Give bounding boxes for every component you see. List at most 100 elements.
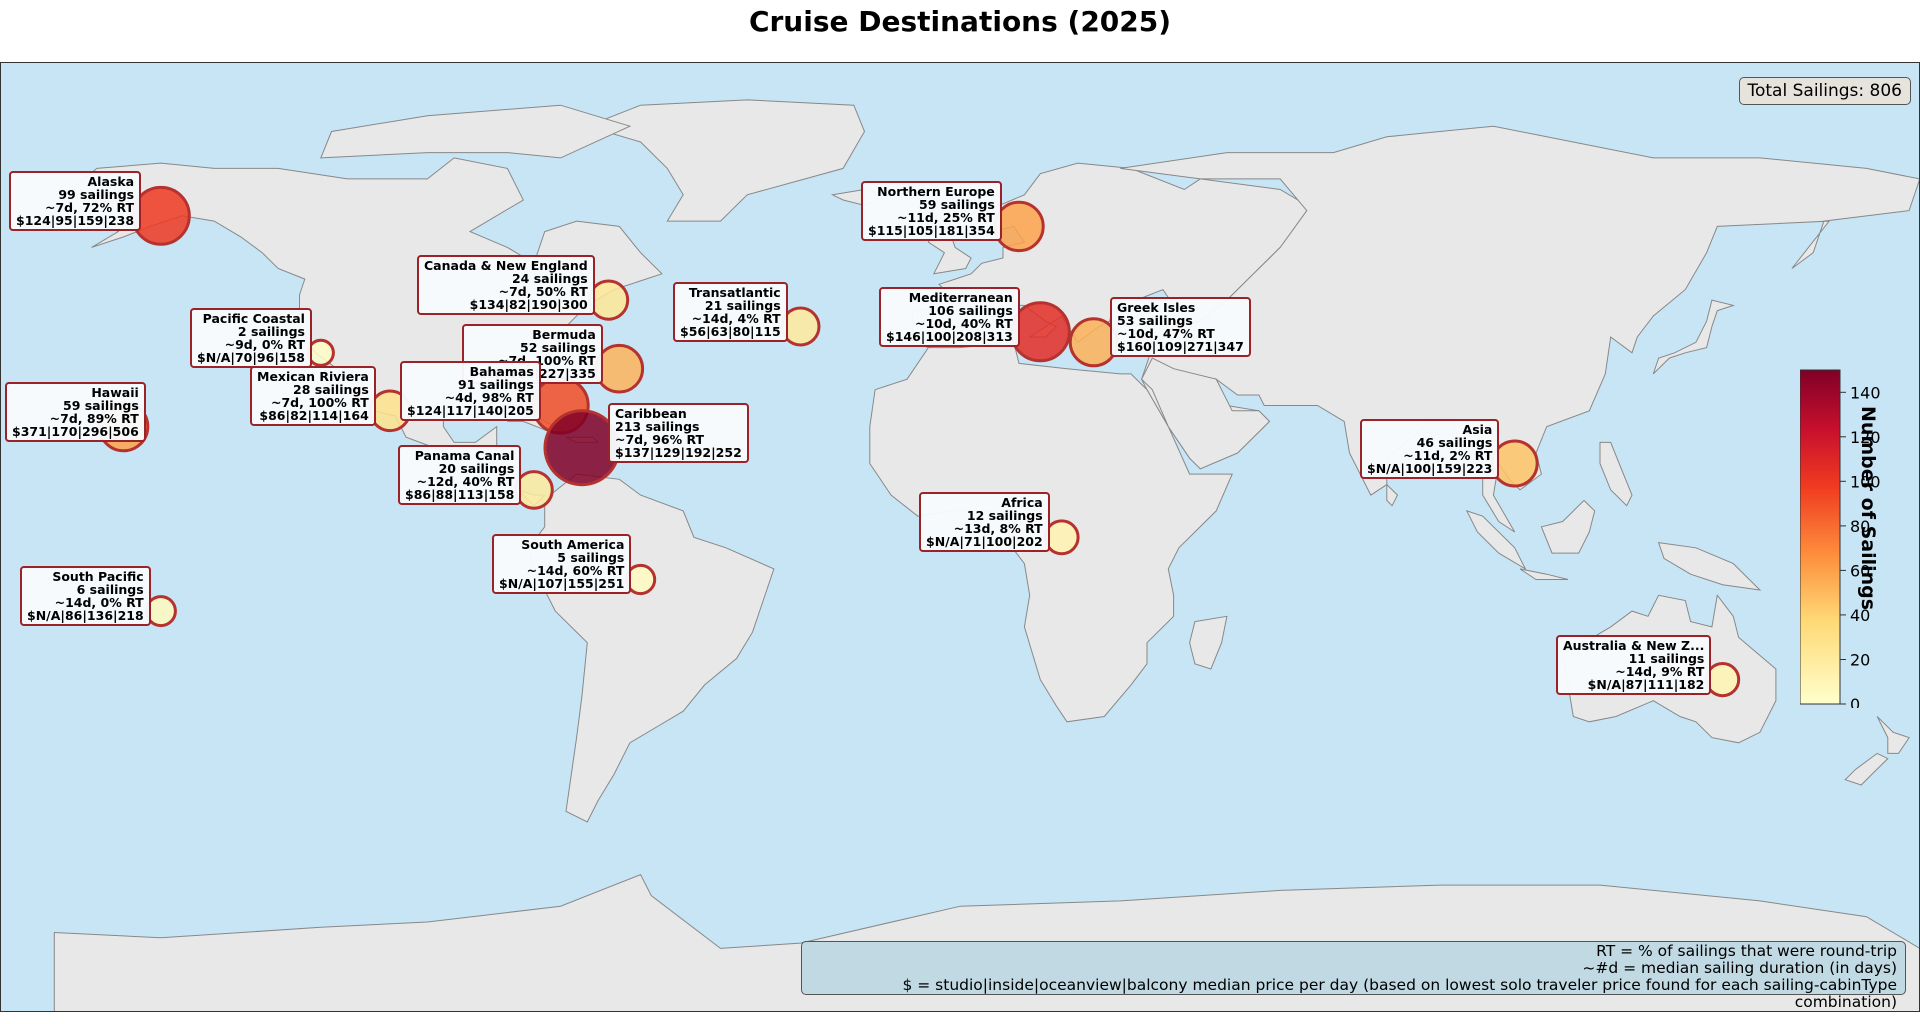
label-stats: ~7d, 96% RT xyxy=(615,432,705,447)
world-map: Alaska 99 sailings ~7d, 72% RT $124|95|159|… xyxy=(0,62,1920,1012)
colorbar-tick-label-40: 40 xyxy=(1850,606,1870,625)
label-prices: $115|105|181|354 xyxy=(868,223,995,238)
map-title: Cruise Destinations (2025) xyxy=(748,5,1172,38)
colorbar-tick-label-120: 120 xyxy=(1850,428,1880,447)
label-canada-new-england: Canada & New England 24 sailings ~7d, 50% … xyxy=(417,255,595,315)
label-northern-europe: Northern Europe 59 sailings ~11d, 25% RT $1… xyxy=(861,181,1002,241)
colorbar: 0 20 40 60 80 100 120 140 xyxy=(1800,369,1880,708)
label-name: Bermuda xyxy=(532,327,596,342)
label-name: Mediterranean xyxy=(908,290,1013,305)
label-prices: $86|88|113|158 xyxy=(405,487,515,502)
colorbar-tick-label-80: 80 xyxy=(1850,517,1870,536)
marker-bermuda[interactable] xyxy=(594,343,645,394)
legend-line-duration: ~#d = median sailing duration (in days) xyxy=(1582,959,1897,977)
label-prices: $124|117|140|205 xyxy=(407,403,534,418)
landmass-borneo xyxy=(1540,499,1596,554)
label-stats: ~14d, 4% RT xyxy=(691,311,781,326)
label-stats: ~14d, 9% RT xyxy=(1615,664,1705,679)
marker-alaska[interactable] xyxy=(131,185,191,246)
label-greek-isles: Greek Isles 53 sailings ~10d, 47% RT $160|1… xyxy=(1110,297,1251,357)
landmass-new-guinea xyxy=(1657,541,1762,591)
colorbar-ticks: 0 20 40 60 80 100 120 140 xyxy=(1840,383,1880,708)
label-stats: ~10d, 47% RT xyxy=(1117,326,1215,341)
label-prices: $N/A|107|155|251 xyxy=(499,576,625,591)
label-stats: ~7d, 50% RT xyxy=(498,284,588,299)
colorbar-gradient xyxy=(1800,369,1841,705)
label-stats: ~9d, 0% RT xyxy=(224,337,305,352)
marker-canada-new-england[interactable] xyxy=(588,279,630,321)
label-stats: ~4d, 98% RT xyxy=(444,390,534,405)
label-prices: $N/A|87|111|182 xyxy=(1587,677,1705,692)
label-name: Pacific Coastal xyxy=(202,311,305,326)
label-stats: ~11d, 25% RT xyxy=(896,210,995,225)
label-name: Alaska xyxy=(87,174,135,189)
label-sailings: 59 sailings xyxy=(63,398,139,413)
landmass-indonesia-java xyxy=(1519,568,1569,580)
label-mexican-riviera: Mexican Riviera 28 sailings ~7d, 100% RT $8… xyxy=(250,366,376,426)
marker-northern-europe[interactable] xyxy=(993,200,1045,253)
label-name: Transatlantic xyxy=(688,285,781,300)
label-bahamas: Bahamas 91 sailings ~4d, 98% RT $124|117|14… xyxy=(400,361,541,421)
label-sailings: 5 sailings xyxy=(557,550,625,565)
label-asia: Asia 46 sailings ~11d, 2% RT $N/A|100|159|2… xyxy=(1360,419,1500,479)
label-mediterranean: Mediterranean 106 sailings ~10d, 40% RT $14… xyxy=(879,287,1020,347)
marker-australia-new-z-[interactable] xyxy=(1705,662,1741,698)
label-prices: $146|100|208|313 xyxy=(886,329,1013,344)
label-stats: ~7d, 89% RT xyxy=(49,411,139,426)
landmass-new-zealand-south xyxy=(1844,752,1889,786)
total-sailings-box: Total Sailings: 806 xyxy=(1738,77,1911,105)
label-name: South Pacific xyxy=(52,569,144,584)
label-stats: ~14d, 60% RT xyxy=(526,563,625,578)
label-south-america: South America 5 sailings ~14d, 60% RT $N/A|… xyxy=(492,534,632,594)
label-africa: Africa 12 sailings ~13d, 8% RT $N/A|71|100|… xyxy=(919,492,1050,552)
marker-mediterranean[interactable] xyxy=(1009,301,1071,363)
legend-line-rt: RT = % of sailings that were round-trip xyxy=(1596,942,1897,960)
colorbar-tick-label-60: 60 xyxy=(1850,561,1870,580)
label-name: Bahamas xyxy=(469,364,534,379)
label-prices: $86|82|114|164 xyxy=(259,408,369,423)
legend-line-price: $ = studio|inside|oceanview|balcony medi… xyxy=(902,976,1897,1011)
landmass-japan xyxy=(1652,299,1736,375)
label-sailings: 59 sailings xyxy=(919,197,995,212)
marker-south-pacific[interactable] xyxy=(144,595,177,628)
label-sailings: 46 sailings xyxy=(1416,435,1493,450)
label-australia-new-z-: Australia & New Z... 11 sailings ~14d, 9% … xyxy=(1556,635,1712,695)
label-stats: ~11d, 2% RT xyxy=(1403,448,1493,463)
label-hawaii: Hawaii 59 sailings ~7d, 89% RT $371|170|296… xyxy=(5,382,146,442)
label-sailings: 53 sailings xyxy=(1117,313,1193,328)
label-sailings: 6 sailings xyxy=(76,582,144,597)
label-name: Hawaii xyxy=(91,385,139,400)
label-name: Greek Isles xyxy=(1117,300,1196,315)
marker-africa[interactable] xyxy=(1043,519,1080,556)
label-name: Canada & New England xyxy=(424,258,588,273)
label-stats: ~7d, 100% RT xyxy=(271,395,369,410)
label-panama-canal: Panama Canal 20 sailings ~12d, 40% RT $86|8… xyxy=(398,445,522,505)
label-prices: $N/A|100|159|223 xyxy=(1367,461,1493,476)
label-name: South America xyxy=(521,537,625,552)
label-sailings: 12 sailings xyxy=(966,508,1043,523)
landmass-madagascar xyxy=(1189,615,1228,670)
label-name: Africa xyxy=(1001,495,1043,510)
label-prices: $160|109|271|347 xyxy=(1117,339,1244,354)
label-sailings: 2 sailings xyxy=(237,324,305,339)
label-prices: $56|63|80|115 xyxy=(680,324,781,339)
colorbar-tick-label-140: 140 xyxy=(1850,383,1880,402)
label-sailings: 52 sailings xyxy=(520,340,596,355)
label-stats: ~12d, 40% RT xyxy=(416,474,515,489)
landmass-south-america xyxy=(528,473,775,823)
landmass-sri-lanka xyxy=(1386,483,1399,507)
label-prices: $134|82|190|300 xyxy=(469,297,588,312)
label-name: Asia xyxy=(1462,422,1493,437)
label-sailings: 213 sailings xyxy=(615,419,700,434)
label-stats: ~7d, 72% RT xyxy=(44,200,135,215)
landmass-arabia-sea-fill xyxy=(1140,357,1271,470)
label-alaska: Alaska 99 sailings ~7d, 72% RT $124|95|159|… xyxy=(9,171,142,231)
landmass-greenland xyxy=(585,99,866,222)
marker-panama-canal[interactable] xyxy=(514,470,554,510)
label-name: Australia & New Z... xyxy=(1563,638,1705,653)
label-prices: $N/A|70|96|158 xyxy=(197,350,305,365)
label-sailings: 106 sailings xyxy=(928,303,1013,318)
label-sailings: 24 sailings xyxy=(511,271,588,286)
label-name: Caribbean xyxy=(615,406,687,421)
label-stats: ~13d, 8% RT xyxy=(953,521,1043,536)
